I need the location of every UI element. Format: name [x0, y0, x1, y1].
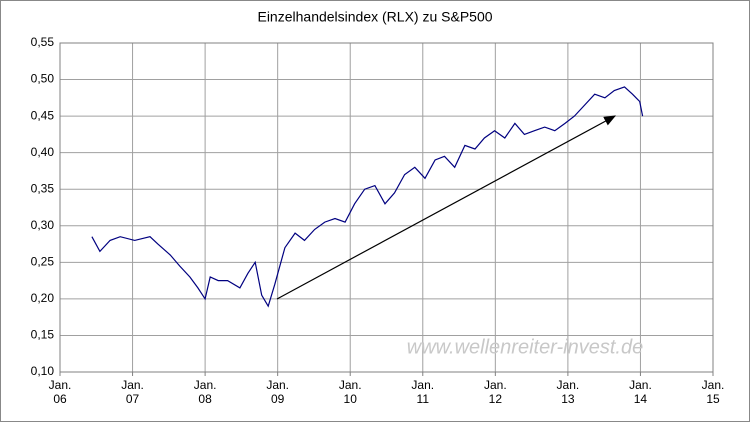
y-tick-label: 0,35	[31, 181, 55, 195]
y-tick-label: 0,10	[31, 364, 55, 378]
plot-border	[59, 42, 714, 373]
trend-arrow	[276, 115, 617, 300]
chart-title: Einzelhandelsindex (RLX) zu S&P500	[257, 9, 492, 25]
y-tick-label: 0,25	[31, 255, 55, 269]
y-tick-label: 0,15	[31, 328, 55, 342]
y-tick-label: 0,45	[31, 108, 55, 122]
y-tick-label: 0,50	[31, 72, 55, 86]
x-tick-label: Jan. 15	[701, 378, 725, 406]
x-tick-label: Jan. 13	[556, 378, 580, 406]
x-tick-label: Jan. 09	[266, 378, 289, 406]
x-tick-label: Jan. 14	[629, 378, 652, 406]
data-line	[91, 86, 644, 308]
x-tick-label: Jan. 06	[48, 378, 72, 406]
x-tick-label: Jan. 11	[411, 378, 435, 406]
x-tick-label: Jan. 07	[121, 378, 144, 406]
y-tick-label: 0,20	[31, 291, 55, 305]
y-tick-label: 0,30	[31, 218, 55, 232]
x-tick-label: Jan. 12	[483, 378, 507, 406]
x-tick-label: Jan. 08	[193, 378, 217, 406]
y-tick-label: 0,55	[31, 35, 55, 49]
x-tick-label: Jan. 10	[338, 378, 362, 406]
watermark: www.wellenreiter-invest.de	[407, 336, 643, 358]
y-tick-label: 0,40	[31, 145, 55, 159]
